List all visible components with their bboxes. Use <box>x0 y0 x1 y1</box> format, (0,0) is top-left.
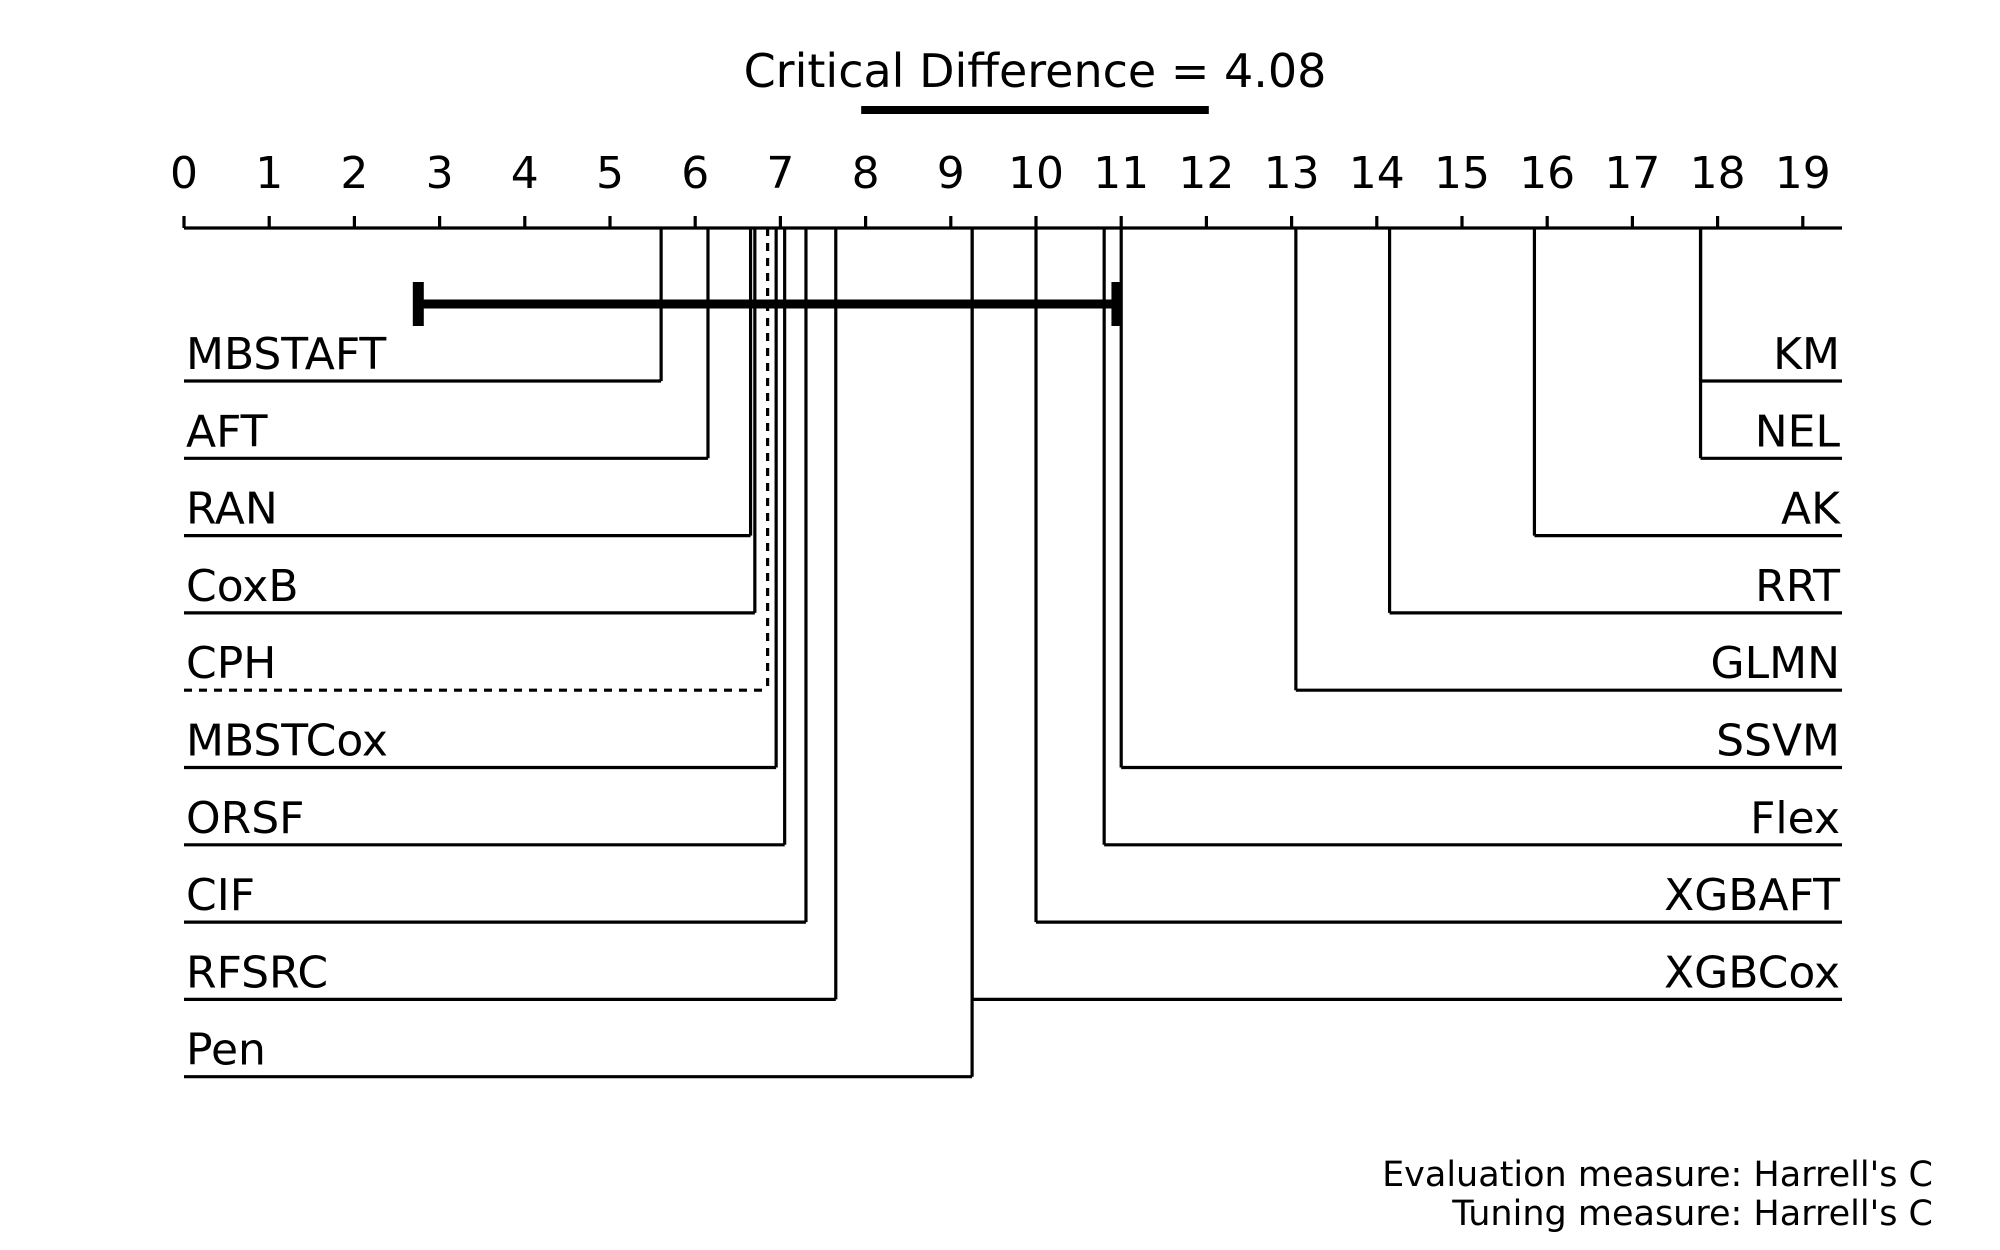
axis-tick-label: 3 <box>426 148 454 199</box>
model-label: MBSTAFT <box>186 329 386 380</box>
model-label: KM <box>1773 329 1840 380</box>
axis-tick-label: 0 <box>170 148 198 199</box>
model-label: AK <box>1781 484 1841 535</box>
evaluation-measure-text: Evaluation measure: Harrell's C <box>1382 1155 1933 1195</box>
axis-tick-label: 4 <box>511 148 539 199</box>
model-label: RAN <box>186 484 278 535</box>
model-label: XGBCox <box>1664 947 1840 998</box>
axis-tick-label: 19 <box>1775 148 1831 199</box>
axis-tick-label: 11 <box>1093 148 1149 199</box>
axis-tick-label: 5 <box>596 148 624 199</box>
axis-tick-label: 7 <box>766 148 794 199</box>
axis-tick-label: 12 <box>1178 148 1234 199</box>
model-label: NEL <box>1755 406 1841 457</box>
model-label: GLMN <box>1711 638 1841 689</box>
model-label: CIF <box>186 870 255 921</box>
axis-tick-label: 9 <box>937 148 965 199</box>
model-label: CPH <box>186 638 276 689</box>
model-label: MBSTCox <box>186 716 388 767</box>
model-label: AFT <box>186 406 268 457</box>
model-label: Pen <box>186 1025 266 1076</box>
model-label: XGBAFT <box>1664 870 1840 921</box>
axis-tick-label: 14 <box>1349 148 1405 199</box>
chart-title: Critical Difference = 4.08 <box>744 44 1327 98</box>
axis-tick-label: 15 <box>1434 148 1490 199</box>
axis-tick-label: 6 <box>681 148 709 199</box>
axis-tick-label: 16 <box>1519 148 1575 199</box>
axis-tick-label: 10 <box>1008 148 1064 199</box>
model-label: ORSF <box>186 793 304 844</box>
axis-tick-label: 2 <box>340 148 368 199</box>
axis-tick-label: 8 <box>852 148 880 199</box>
model-label: RFSRC <box>186 947 328 998</box>
axis-tick-label: 17 <box>1604 148 1660 199</box>
model-label: RRT <box>1755 561 1840 612</box>
tuning-measure-text: Tuning measure: Harrell's C <box>1452 1194 1933 1234</box>
model-label: Flex <box>1750 793 1840 844</box>
axis-tick-label: 13 <box>1264 148 1320 199</box>
axis-tick-label: 18 <box>1690 148 1746 199</box>
measure-footer: Evaluation measure: Harrell's C Tuning m… <box>1382 1156 1933 1234</box>
model-label: CoxB <box>186 561 299 612</box>
chart-marks: 0 1 2 3 4 5 6 7 8 9 10 11 12 13 14 15 16 17 18 19MBSTAFTAFT… <box>170 106 1842 1079</box>
axis-tick-label: 1 <box>255 148 283 199</box>
model-label: SSVM <box>1716 716 1840 767</box>
